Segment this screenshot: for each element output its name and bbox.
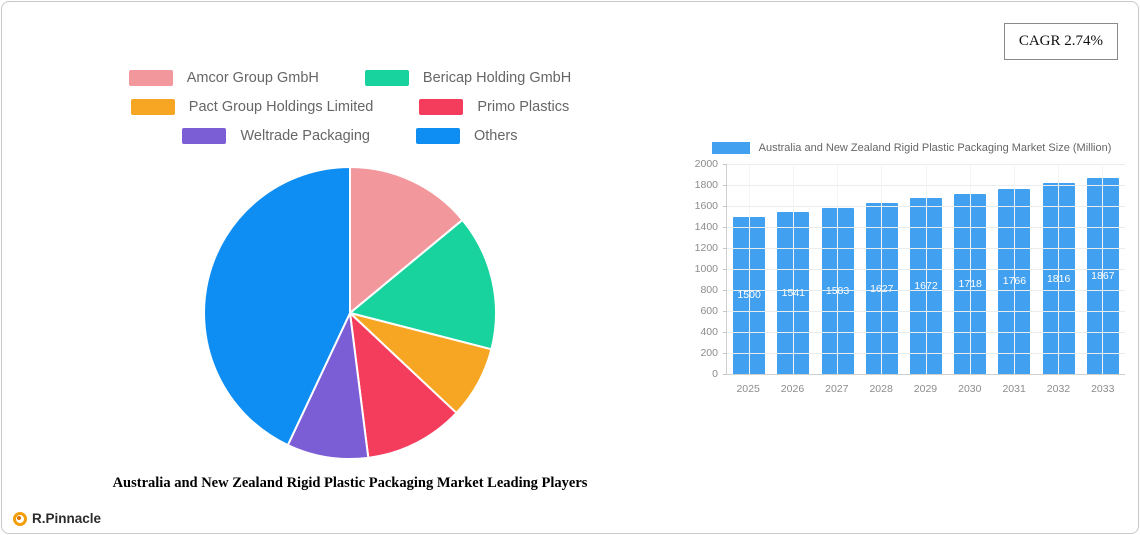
x-gridline [748, 164, 750, 374]
pie-slice-0[interactable] [349, 166, 464, 314]
x-gridline [837, 164, 839, 374]
bar-section: Australia and New Zealand Rigid Plastic … [688, 142, 1135, 409]
x-gridline [881, 164, 883, 374]
x-gridline [969, 164, 971, 374]
legend-item-bericap[interactable]: Bericap Holding GmbH [364, 70, 572, 86]
x-gridline [1058, 164, 1060, 374]
y-axis-label: 400 [700, 326, 718, 338]
y-axis-tick [723, 163, 727, 165]
legend-item-pact[interactable]: Pact Group Holdings Limited [130, 99, 374, 115]
y-axis-label: 1000 [694, 263, 718, 275]
y-axis-label: 2000 [694, 158, 718, 170]
x-gridline [792, 164, 794, 374]
legend-swatch [419, 99, 464, 115]
logo-icon [13, 511, 27, 526]
pie-slice-3[interactable] [349, 312, 458, 459]
pie-slice-4[interactable] [286, 312, 370, 460]
y-axis-label: 1800 [694, 179, 718, 191]
x-axis-label: 2033 [1091, 383, 1115, 395]
legend-swatch [182, 128, 227, 144]
legend-item-weltrade[interactable]: Weltrade Packaging [182, 128, 370, 144]
y-axis-label: 600 [700, 305, 718, 317]
legend-label: Bericap Holding GmbH [422, 70, 572, 86]
legend-swatch [364, 70, 409, 86]
cagr-badge: CAGR 2.74% [1003, 23, 1118, 60]
pie-chart[interactable] [201, 164, 499, 462]
x-axis-labels: 2025 2026 2027 2028 2029 2030 2031 2032 2033 [726, 383, 1125, 395]
y-axis-tick [723, 226, 727, 228]
bar-legend-label: Australia and New Zealand Rigid Plastic … [758, 142, 1112, 154]
x-axis-label: 2028 [869, 383, 893, 395]
bar-chart-legend[interactable]: Australia and New Zealand Rigid Plastic … [688, 142, 1135, 154]
legend-swatch [130, 99, 175, 115]
y-axis-tick [723, 373, 727, 375]
logo-text: R.Pinnacle [32, 511, 102, 526]
x-gridline [925, 164, 927, 374]
x-axis-label: 2032 [1046, 383, 1071, 395]
pie-section: Amcor Group GmbH Bericap Holding GmbH Pa… [75, 70, 625, 492]
legend-row: Pact Group Holdings Limited Primo Plasti… [130, 99, 569, 115]
bar-legend-swatch [711, 142, 750, 154]
x-axis-label: 2030 [958, 383, 982, 395]
pie-chart-wrap [75, 164, 625, 462]
y-axis-tick [723, 184, 727, 186]
y-axis-label: 0 [712, 368, 718, 380]
x-axis-label: 2025 [736, 383, 760, 395]
y-axis-tick [723, 289, 727, 291]
x-axis-label: 2026 [780, 383, 805, 395]
pie-slice-1[interactable] [349, 218, 497, 351]
legend-swatch [128, 70, 173, 86]
y-axis-tick [723, 310, 727, 312]
x-axis-label: 2027 [825, 383, 849, 395]
legend-row: Weltrade Packaging Others [182, 128, 518, 144]
legend-row: Amcor Group GmbH Bericap Holding GmbH [128, 70, 572, 86]
pie-slice-5[interactable] [203, 166, 351, 447]
x-gridline [1102, 164, 1104, 374]
legend-label: Pact Group Holdings Limited [188, 99, 374, 115]
x-axis-label: 2031 [1002, 383, 1026, 395]
legend-label: Primo Plastics [477, 99, 570, 115]
x-axis-label: 2029 [913, 383, 938, 395]
pie-chart-title: Australia and New Zealand Rigid Plastic … [112, 475, 588, 491]
brand-logo[interactable]: R.Pinnacle [13, 511, 101, 526]
y-axis-tick [723, 247, 727, 249]
x-gridline [1013, 164, 1015, 374]
legend-label: Weltrade Packaging [240, 128, 370, 144]
pie-legend: Amcor Group GmbH Bericap Holding GmbH Pa… [75, 70, 625, 144]
y-axis-label: 800 [700, 284, 718, 296]
y-axis-tick [723, 331, 727, 333]
legend-item-primo[interactable]: Primo Plastics [419, 99, 569, 115]
y-axis-label: 1600 [694, 200, 718, 212]
y-axis-label: 200 [700, 347, 718, 359]
y-axis-tick [723, 352, 727, 354]
legend-swatch [416, 128, 460, 144]
y-axis-label: 1200 [694, 242, 718, 254]
legend-label: Amcor Group GmbH [186, 70, 319, 86]
bar-chart: 150015411583162716721718176618161867 020… [688, 158, 1135, 409]
y-axis-tick [723, 268, 727, 270]
legend-label: Others [474, 128, 518, 144]
bar-plot-area: 150015411583162716721718176618161867 020… [695, 158, 1125, 380]
legend-item-amcor[interactable]: Amcor Group GmbH [128, 70, 319, 86]
y-axis-label: 1400 [694, 221, 718, 233]
legend-item-others[interactable]: Others [416, 128, 518, 144]
y-axis-tick [723, 205, 727, 207]
